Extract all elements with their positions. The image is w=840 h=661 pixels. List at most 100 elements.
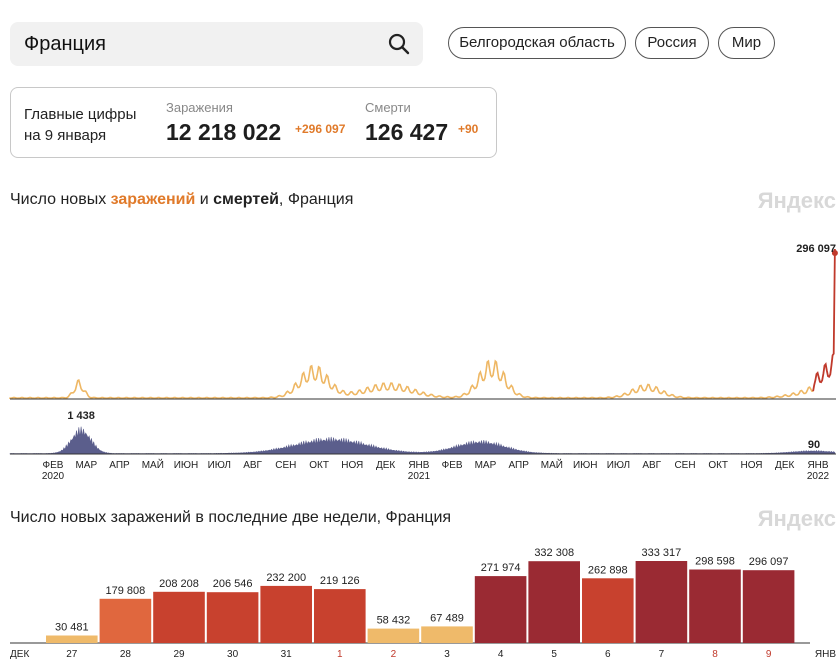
month-label: АВГ xyxy=(642,460,661,471)
deaths-value: 126 427 xyxy=(365,119,449,145)
year-label: 2021 xyxy=(408,471,431,482)
bar-value-label: 219 126 xyxy=(320,575,360,587)
bar xyxy=(689,569,741,643)
month-label: ДЕК xyxy=(775,460,794,471)
bar-value-label: 58 432 xyxy=(377,615,411,627)
deaths-delta: +90 xyxy=(458,122,479,136)
bar-category-label: 4 xyxy=(498,649,504,660)
bar-category-label: 1 xyxy=(337,649,343,660)
bar-value-label: 262 898 xyxy=(588,564,628,576)
month-label: ФЕВ xyxy=(43,460,64,471)
year-label: 2020 xyxy=(42,471,65,482)
search-input[interactable] xyxy=(24,31,364,57)
bar-value-label: 179 808 xyxy=(106,585,146,597)
month-label: НОЯ xyxy=(341,460,363,471)
month-label: ОКТ xyxy=(309,460,329,471)
bar-value-label: 271 974 xyxy=(481,562,521,574)
month-label: АВГ xyxy=(243,460,262,471)
bar xyxy=(46,635,98,643)
cases-line-recent xyxy=(812,248,836,392)
search-box[interactable] xyxy=(10,22,423,66)
caption-line-2: на 9 января xyxy=(24,127,107,144)
bar xyxy=(635,561,688,643)
bar-value-label: 232 200 xyxy=(266,572,306,584)
month-label: АПР xyxy=(109,460,130,471)
chip-world[interactable]: Мир xyxy=(718,27,775,59)
month-label: МАР xyxy=(475,460,497,471)
bar-value-label: 206 546 xyxy=(213,578,253,590)
bar xyxy=(99,598,152,643)
yandex-watermark-top: Яндекс xyxy=(757,188,836,213)
bar-category-label: 9 xyxy=(766,649,772,660)
title-prefix: Число новых xyxy=(10,191,111,208)
month-label: ЯНВ xyxy=(408,460,429,471)
title-cases: заражений xyxy=(110,191,196,208)
bar-category-label: 29 xyxy=(173,649,185,660)
bar-value-label: 67 489 xyxy=(430,612,464,624)
bar-value-label: 333 317 xyxy=(642,547,682,559)
bar-category-label: 2 xyxy=(391,649,397,660)
deaths-peak-label: 1 438 xyxy=(67,410,95,422)
bar xyxy=(153,591,205,643)
bar-category-label: 7 xyxy=(659,649,665,660)
cases-value: 12 218 022 xyxy=(166,119,282,145)
bar xyxy=(314,589,366,643)
bar-category-label: 5 xyxy=(551,649,557,660)
cases-peak-point xyxy=(831,250,838,256)
bar-category-label: 28 xyxy=(120,649,132,660)
bar-category-label: 6 xyxy=(605,649,611,660)
month-label: СЕН xyxy=(674,460,695,471)
month-label: ЯНВ xyxy=(807,460,828,471)
bar-value-label: 296 097 xyxy=(749,556,789,568)
month-label: НОЯ xyxy=(740,460,762,471)
bar-category-label: 31 xyxy=(281,649,293,660)
main-figures-card: Главные цифры на 9 января Заражения 12 2… xyxy=(10,87,497,158)
cases-peak-label: 296 097 xyxy=(796,243,836,255)
title-mid: и xyxy=(195,191,214,208)
deaths-area xyxy=(9,426,836,455)
bar-value-label: 332 308 xyxy=(534,547,574,559)
deaths-last-label: 90 xyxy=(808,439,820,451)
bar xyxy=(582,578,634,643)
year-label: 2022 xyxy=(807,471,830,482)
month-label: ИЮН xyxy=(174,460,199,471)
cases-label: Заражения xyxy=(166,100,233,115)
month-label: ФЕВ xyxy=(442,460,463,471)
bar xyxy=(260,585,312,643)
bar-value-label: 208 208 xyxy=(159,578,199,590)
cases-line xyxy=(9,359,814,400)
bar xyxy=(528,561,580,643)
month-label: ИЮН xyxy=(573,460,598,471)
month-label: ИЮЛ xyxy=(607,460,630,471)
search-icon[interactable] xyxy=(387,32,411,56)
bar xyxy=(206,592,259,643)
month-label: ИЮЛ xyxy=(208,460,231,471)
month-label: МАЙ xyxy=(142,458,164,471)
bar xyxy=(367,628,420,643)
month-label: МАЙ xyxy=(541,458,563,471)
bar-value-label: 30 481 xyxy=(55,622,89,634)
bar-value-label: 298 598 xyxy=(695,556,735,568)
chip-russia[interactable]: Россия xyxy=(635,27,709,59)
cases-delta: +296 097 xyxy=(295,122,346,136)
bar-category-label: 27 xyxy=(66,649,78,660)
bar xyxy=(474,576,527,643)
history-chart-title: Число новых заражений и смертей, Франция xyxy=(10,191,353,209)
month-label: ДЕК xyxy=(376,460,395,471)
bar-category-label: 3 xyxy=(444,649,450,660)
title-suffix: , Франция xyxy=(278,191,354,208)
month-label: ОКТ xyxy=(708,460,728,471)
history-chart: 296 097 1 438 90 ФЕВ МАР АПР МАЙ ИЮН ИЮЛ АВГ СЕН ОК… xyxy=(9,243,838,482)
axis-start-label: ДЕК xyxy=(10,649,29,660)
month-label: МАР xyxy=(75,460,97,471)
bar-category-label: 8 xyxy=(712,649,718,660)
bar xyxy=(742,570,795,643)
chip-belgorod[interactable]: Белгородская область xyxy=(448,27,626,59)
main-figures-caption: Главные цифры на 9 января xyxy=(24,104,164,146)
axis-end-label: ЯНВ xyxy=(815,649,836,660)
two-week-chart-title: Число новых заражений в последние две не… xyxy=(10,509,452,526)
bar xyxy=(421,626,473,643)
title-deaths: смертей xyxy=(213,191,279,208)
deaths-label: Смерти xyxy=(365,100,411,115)
